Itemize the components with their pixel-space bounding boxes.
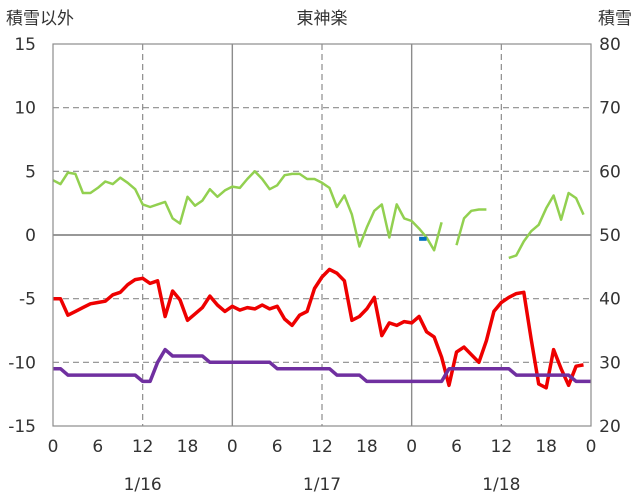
right-y-tick-label: 60: [599, 162, 621, 182]
right-y-tick-label: 50: [599, 226, 621, 246]
series-line-1: [508, 191, 585, 260]
x-tick-label: 18: [356, 437, 378, 457]
left-y-tick-label: -5: [19, 290, 36, 310]
series-line-1: [455, 208, 487, 246]
grid: [53, 44, 591, 426]
right-y-ticks: 80 70 60 50 40 30 20: [599, 35, 621, 437]
right-axis-label: 積雪: [598, 9, 632, 29]
right-y-tick-label: 30: [599, 353, 621, 373]
x-tick-label: 12: [311, 437, 333, 457]
left-y-tick-label: 10: [14, 99, 36, 119]
date-labels: 1/16 1/17 1/18: [124, 475, 521, 495]
x-tick-label: 0: [406, 437, 417, 457]
date-label: 1/16: [124, 475, 162, 495]
x-tick-label: 0: [48, 437, 59, 457]
x-tick-label: 0: [227, 437, 238, 457]
series-line-1: [52, 170, 443, 252]
x-tick-label: 12: [491, 437, 513, 457]
x-tick-label: 6: [92, 437, 103, 457]
series-line-3: [53, 347, 591, 384]
left-y-tick-label: 0: [25, 226, 36, 246]
left-y-tick-label: 15: [14, 35, 36, 55]
left-y-tick-label: -15: [8, 417, 36, 437]
x-tick-label: 6: [451, 437, 462, 457]
chart-title: 東神楽: [297, 9, 348, 29]
x-tick-label: 6: [272, 437, 283, 457]
left-y-tick-label: -10: [8, 353, 36, 373]
x-tick-label: 18: [535, 437, 557, 457]
x-tick-label: 0: [586, 437, 597, 457]
right-y-tick-label: 40: [599, 290, 621, 310]
date-label: 1/17: [303, 475, 341, 495]
left-y-tick-label: 5: [25, 162, 36, 182]
right-y-tick-label: 70: [599, 99, 621, 119]
right-y-tick-label: 80: [599, 35, 621, 55]
left-axis-label: 積雪以外: [6, 9, 74, 29]
right-y-tick-label: 20: [599, 417, 621, 437]
series-group: [52, 170, 591, 390]
left-y-ticks: 15 10 5 0 -5 -10 -15: [8, 35, 36, 437]
x-ticks: 0 6 12 18 0 6 12 18 0 6 12 18 0: [48, 437, 597, 457]
x-tick-label: 12: [132, 437, 154, 457]
plot-frame: [52, 43, 592, 427]
x-tick-label: 18: [177, 437, 199, 457]
date-label: 1/18: [482, 475, 520, 495]
series-line-2: [53, 267, 584, 390]
